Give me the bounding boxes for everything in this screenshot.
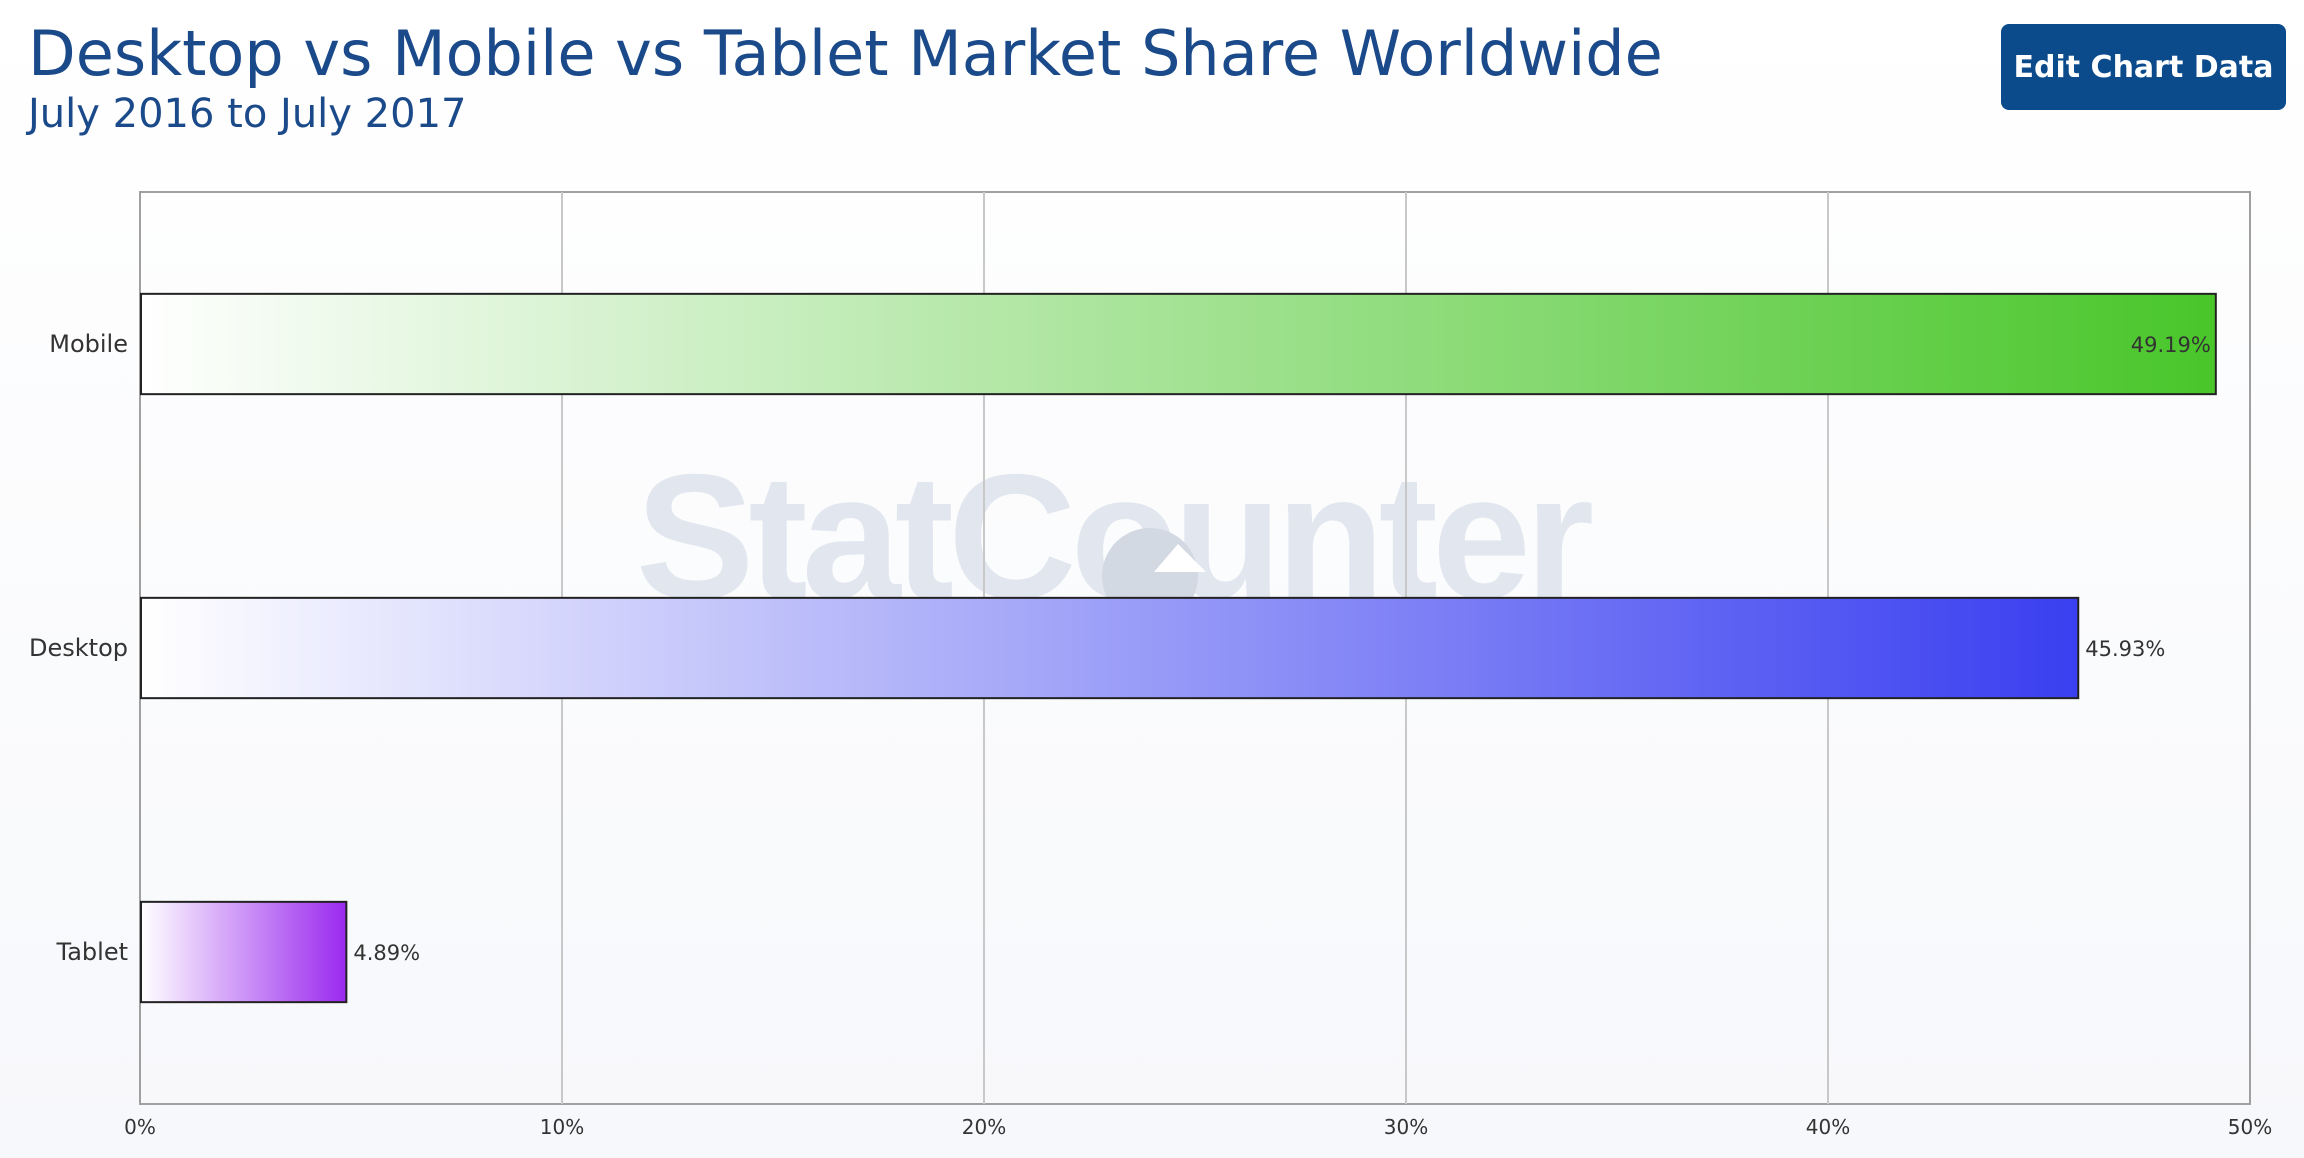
x-tick-label: 0%	[124, 1115, 156, 1139]
data-label: 4.89%	[353, 941, 420, 965]
x-tick-label: 40%	[1806, 1115, 1850, 1139]
x-tick-label: 30%	[1384, 1115, 1428, 1139]
watermark-slice-icon	[1154, 544, 1206, 572]
bars	[140, 292, 2217, 1004]
x-tick-label: 10%	[540, 1115, 584, 1139]
data-label: 45.93%	[2085, 637, 2165, 661]
bar-tablet[interactable]	[140, 900, 348, 1004]
category-label: Mobile	[49, 330, 128, 358]
x-tick-label: 50%	[2228, 1115, 2272, 1139]
bar-desktop[interactable]	[140, 596, 2080, 700]
edit-chart-data-button[interactable]: Edit Chart Data	[2001, 24, 2286, 110]
plot-frame	[139, 191, 2251, 1105]
data-label: 49.19%	[2131, 333, 2211, 357]
bar-mobile[interactable]	[140, 292, 2217, 396]
chart-title: Desktop vs Mobile vs Tablet Market Share…	[28, 17, 1663, 90]
labels: 0% 10% 20% 30% 40% 50% Mobile 49.19% Desktop 45.9…	[29, 330, 2272, 1139]
category-label: Tablet	[56, 938, 128, 966]
category-label: Desktop	[29, 634, 128, 662]
x-tick-label: 20%	[962, 1115, 1006, 1139]
chart-subtitle: July 2016 to July 2017	[28, 91, 467, 137]
